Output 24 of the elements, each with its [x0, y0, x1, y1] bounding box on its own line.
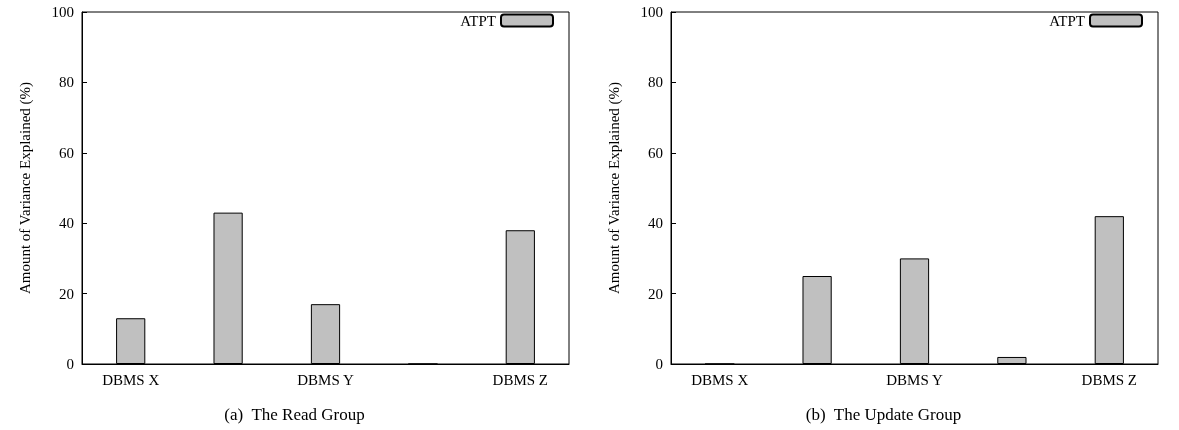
y-tick-label: 80 — [648, 74, 663, 91]
y-axis-title: Amount of Variance Explained (%) — [16, 81, 34, 295]
y-tick-label: 0 — [66, 356, 74, 372]
x-tick-label: DBMS X — [102, 371, 160, 388]
y-tick-label: 40 — [648, 215, 663, 232]
x-tick-label: DBMS Y — [297, 371, 354, 388]
y-tick-label: 100 — [640, 4, 663, 20]
y-tick-label: 100 — [51, 4, 74, 20]
y-tick-label: 60 — [59, 144, 74, 161]
legend-label: ATPT — [1049, 12, 1085, 29]
y-axis-title: Amount of Variance Explained (%) — [605, 81, 623, 295]
x-tick-label: DBMS X — [691, 371, 749, 388]
y-tick-label: 0 — [655, 356, 663, 372]
x-tick-label: DBMS Y — [886, 371, 943, 388]
y-tick-label: 20 — [648, 285, 663, 302]
y-tick-label: 60 — [648, 144, 663, 161]
y-tick-label: 40 — [59, 215, 74, 232]
text: (b) The Update Group — [805, 405, 962, 424]
y-tick-label: 80 — [59, 74, 74, 91]
y-tick-label: 20 — [59, 285, 74, 302]
x-tick-label: DBMS Z — [492, 371, 549, 388]
x-tick-label: DBMS Z — [1081, 371, 1138, 388]
legend-label: ATPT — [460, 12, 496, 29]
text: (a) The Read Group — [224, 405, 365, 424]
